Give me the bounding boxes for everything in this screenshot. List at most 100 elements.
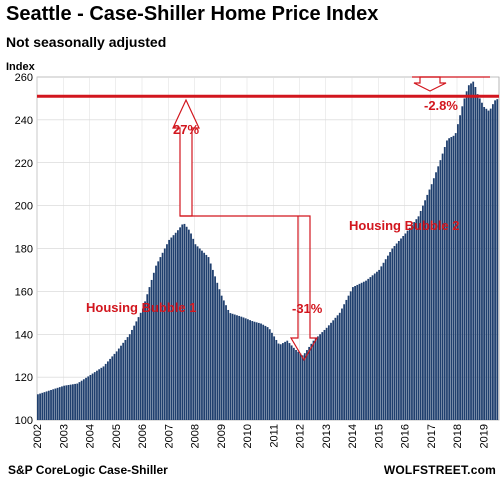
bar [131, 329, 133, 420]
bar [257, 322, 260, 420]
bar [443, 147, 446, 420]
chart-subtitle: Not seasonally adjusted [6, 34, 167, 50]
bar [395, 243, 398, 420]
bar [411, 224, 413, 420]
bar [373, 273, 376, 420]
bar [72, 384, 74, 420]
bar [334, 317, 337, 420]
bar [463, 98, 466, 420]
bar [39, 393, 41, 420]
bar [297, 351, 300, 420]
bar [120, 345, 122, 420]
bar [323, 329, 326, 420]
bar [65, 385, 68, 420]
bar [159, 257, 162, 420]
bar [253, 321, 256, 420]
bar [282, 343, 284, 420]
bar [170, 237, 173, 420]
x-tick-label: 2005 [111, 424, 123, 448]
y-tick-label: 260 [15, 72, 33, 84]
bar [419, 210, 422, 420]
x-tick-label: 2018 [452, 424, 464, 448]
bar [222, 300, 225, 420]
bar [349, 291, 352, 420]
bar [273, 336, 276, 420]
bar [284, 341, 286, 420]
x-tick-label: 2010 [242, 424, 254, 448]
bar [376, 271, 378, 420]
bar [37, 394, 39, 420]
bar [378, 269, 381, 420]
bar [190, 233, 192, 420]
bar [435, 172, 437, 420]
bar [231, 313, 234, 420]
bar [347, 295, 350, 420]
bar [218, 289, 221, 420]
bar [489, 108, 492, 421]
bar [426, 194, 429, 420]
bar [183, 223, 186, 420]
bar [166, 244, 168, 420]
bar [308, 346, 311, 420]
y-tick-label: 200 [15, 201, 33, 213]
bar [459, 115, 461, 420]
bar [227, 309, 230, 420]
x-tick-label: 2003 [58, 424, 70, 448]
bar [439, 160, 442, 420]
source-note: S&P CoreLogic Case-Shiller [8, 463, 168, 477]
bar [185, 226, 188, 420]
bar [487, 110, 490, 420]
bar [413, 222, 416, 420]
bar [446, 140, 448, 420]
bar [292, 347, 295, 420]
bar [155, 265, 157, 420]
bar [107, 361, 109, 420]
bar [54, 388, 57, 420]
y-tick-label: 160 [15, 286, 33, 298]
bar [271, 332, 273, 420]
bar [146, 294, 149, 420]
bar [341, 308, 343, 420]
bar [286, 340, 289, 420]
bar [369, 277, 372, 420]
bar [406, 230, 409, 420]
bar [483, 107, 486, 420]
x-tick-label: 2009 [216, 424, 228, 448]
bar [417, 216, 420, 420]
bar [209, 263, 212, 420]
bar [330, 322, 332, 420]
bar [179, 227, 181, 420]
bar [137, 317, 140, 420]
bar [157, 261, 160, 420]
bar [43, 392, 46, 420]
bar [472, 81, 475, 421]
bar [122, 342, 125, 420]
bar [61, 386, 63, 420]
bar [236, 315, 238, 420]
bar [415, 219, 418, 420]
x-tick-label: 2014 [347, 424, 359, 448]
x-tick-label: 2008 [190, 424, 202, 448]
bar [174, 232, 177, 420]
bar [382, 262, 385, 420]
bar [203, 252, 206, 420]
bar [402, 235, 405, 420]
bar [115, 351, 118, 420]
bar [365, 280, 367, 420]
bar [360, 282, 363, 420]
bar [290, 345, 293, 420]
bar [82, 379, 85, 420]
bar [476, 94, 479, 421]
bar [356, 284, 359, 420]
bar [397, 240, 400, 420]
bar [352, 287, 354, 420]
bar [264, 325, 267, 420]
bar [177, 230, 179, 420]
bar [310, 343, 313, 420]
bar [240, 316, 243, 420]
bar [41, 392, 44, 420]
bar [238, 315, 241, 420]
bar [474, 87, 477, 421]
bar [144, 301, 146, 420]
bar [260, 323, 262, 420]
